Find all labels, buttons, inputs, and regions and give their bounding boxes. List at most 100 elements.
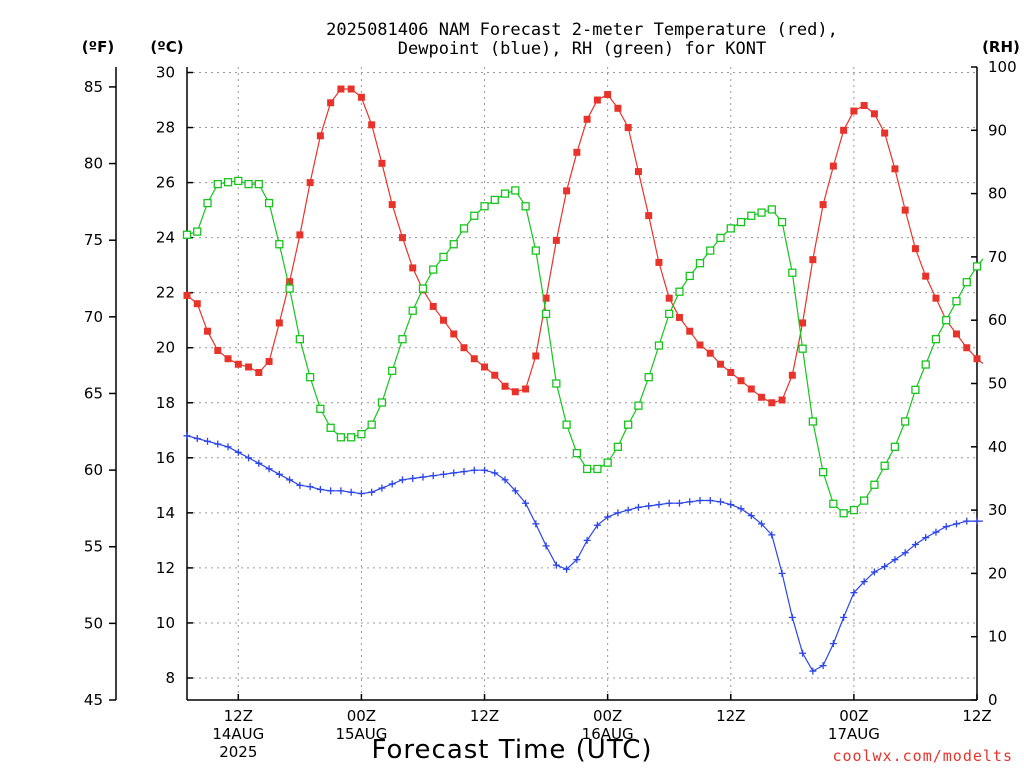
dewpoint-point xyxy=(963,517,971,525)
fahrenheit-tick-label: 80 xyxy=(84,155,103,173)
dewpoint-point xyxy=(563,565,571,573)
dewpoint-point xyxy=(583,536,591,544)
dewpoint-point xyxy=(286,476,294,484)
dewpoint-point xyxy=(604,513,612,521)
dewpoint-point xyxy=(214,440,222,448)
temperature-point xyxy=(542,294,550,302)
dewpoint-point xyxy=(911,541,919,549)
dewpoint-point xyxy=(758,520,766,528)
temperature-point xyxy=(901,206,909,214)
dewpoint-line xyxy=(186,435,983,672)
fahrenheit-tick-label: 65 xyxy=(84,384,103,402)
dewpoint-point xyxy=(593,521,601,529)
temperature-point xyxy=(604,91,612,99)
rh-point xyxy=(726,224,735,233)
celsius-tick-label: 16 xyxy=(156,449,175,467)
temperature-point xyxy=(778,396,786,404)
rh-point xyxy=(295,335,305,344)
dewpoint-point xyxy=(398,476,406,484)
rh-point xyxy=(388,366,397,375)
dewpoint-point xyxy=(542,542,550,550)
dewpoint-point xyxy=(245,454,253,462)
rh-point xyxy=(500,189,510,198)
temperature-point xyxy=(645,212,653,220)
dewpoint-point xyxy=(881,563,889,571)
temperature-point xyxy=(922,272,930,280)
x-tick-label: 17AUG xyxy=(828,725,880,743)
dewpoint-point xyxy=(224,443,232,451)
temperature-point xyxy=(214,346,222,354)
temperature-point xyxy=(686,327,694,335)
temperature-point xyxy=(204,327,212,335)
dewpoint-point xyxy=(357,490,365,498)
dewpoint-point xyxy=(275,470,283,478)
rh-point xyxy=(244,179,253,189)
celsius-tick-label: 24 xyxy=(156,229,175,247)
temperature-point xyxy=(911,245,919,253)
dewpoint-point xyxy=(470,466,478,474)
temperature-point xyxy=(286,278,294,286)
rh-point xyxy=(1015,231,1022,238)
rh-point xyxy=(798,344,807,353)
dewpoint-point xyxy=(306,483,314,491)
x-tick-label: 12Z xyxy=(224,707,253,725)
rh-point xyxy=(675,287,684,296)
dewpoint-point xyxy=(522,499,530,507)
rh-point xyxy=(429,265,438,274)
rh-point xyxy=(511,186,520,195)
chart-title-line2: Dewpoint (blue), RH (green) for KONT xyxy=(398,39,766,59)
temperature-point xyxy=(758,393,766,401)
x-tick-label: 00Z xyxy=(593,707,622,725)
temperature-point xyxy=(819,201,827,209)
rh-point xyxy=(829,499,838,508)
dewpoint-point xyxy=(378,484,386,492)
rh-point xyxy=(408,306,417,315)
temperature-point xyxy=(829,162,837,170)
temperature-point xyxy=(583,115,591,123)
temperature-point xyxy=(522,385,530,393)
temperature-point xyxy=(850,107,858,115)
temperature-point xyxy=(183,291,191,299)
temperature-point xyxy=(532,352,540,360)
rh-point xyxy=(870,480,879,489)
grid xyxy=(187,67,978,700)
rh-point xyxy=(572,448,582,458)
temperature-point xyxy=(378,159,386,167)
dewpoint-point xyxy=(696,496,704,504)
rh-point xyxy=(593,464,602,474)
temperature-point xyxy=(368,121,376,129)
temperature-point xyxy=(347,85,355,93)
temperature-point xyxy=(429,302,437,310)
rh-point xyxy=(377,398,387,407)
temperature-point xyxy=(481,363,489,371)
credit-label: coolwx.com/modelts xyxy=(832,747,1013,765)
temperature-point xyxy=(593,96,601,104)
rh-point xyxy=(736,217,746,227)
temperature-point xyxy=(634,168,642,176)
dewpoint-point xyxy=(193,435,201,443)
celsius-tick-label: 30 xyxy=(156,64,175,82)
temperature-point xyxy=(747,385,755,393)
rh-tick-label: 0 xyxy=(988,691,998,709)
rh-unit-label: (RH) xyxy=(982,38,1020,56)
rh-tick-label: 10 xyxy=(988,628,1007,646)
temperature-point xyxy=(224,355,232,363)
dewpoint-point xyxy=(234,448,242,456)
temperature-point xyxy=(193,300,201,308)
temperature-point xyxy=(327,99,335,107)
fahrenheit-tick-label: 55 xyxy=(84,538,103,556)
celsius-tick-label: 28 xyxy=(156,119,175,137)
temperature-point xyxy=(706,349,714,357)
dewpoint-point xyxy=(860,578,868,586)
celsius-tick-label: 18 xyxy=(156,394,175,412)
temperature-point xyxy=(234,360,242,368)
rh-point xyxy=(521,202,530,211)
temperature-point xyxy=(275,319,283,327)
temperature-point xyxy=(511,388,519,396)
dewpoint-point xyxy=(573,556,581,564)
rh-point xyxy=(305,373,315,382)
rh-point xyxy=(767,205,776,214)
dewpoint-point xyxy=(686,498,694,506)
temperature-point xyxy=(727,368,735,376)
celsius-tick-label: 26 xyxy=(156,174,175,192)
